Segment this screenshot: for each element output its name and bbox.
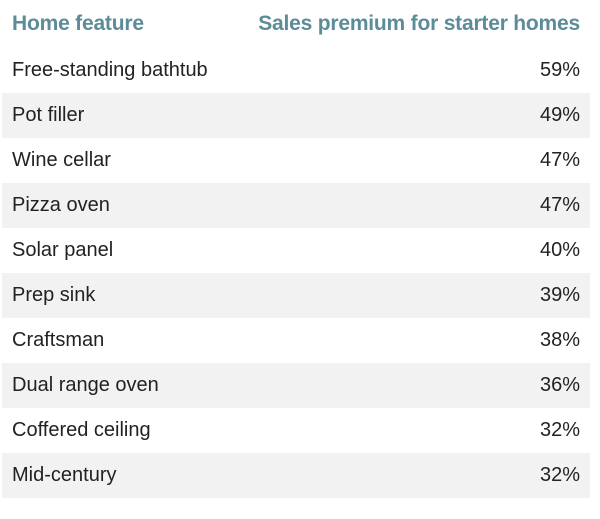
table-row: Solar panel 40% [2,228,590,273]
feature-name-cell: Dual range oven [12,374,159,396]
premium-value-cell: 32% [539,464,580,486]
premium-value-cell: 59% [539,59,580,81]
header-home-feature: Home feature [12,12,144,35]
premium-value-cell: 38% [539,329,580,351]
feature-name-cell: Mid-century [12,464,117,486]
table-body: Free-standing bathtub 59% Pot filler 49% Win… [2,48,590,498]
premium-value-cell: 47% [539,194,580,216]
premium-value-cell: 36% [539,374,580,396]
premium-value-cell: 47% [539,149,580,171]
premium-value-cell: 40% [539,239,580,261]
feature-name-cell: Prep sink [12,284,96,306]
premium-value-cell: 39% [539,284,580,306]
table-row: Prep sink 39% [2,273,590,318]
table-row: Mid-century 32% [2,453,590,498]
feature-name-cell: Free-standing bathtub [12,59,208,81]
feature-name-cell: Pizza oven [12,194,110,216]
header-sales-premium: Sales premium for starter homes [258,12,580,35]
feature-name-cell: Coffered ceiling [12,419,151,441]
table-row: Free-standing bathtub 59% [2,48,590,93]
table-row: Wine cellar 47% [2,138,590,183]
feature-name-cell: Craftsman [12,329,105,351]
feature-name-cell: Wine cellar [12,149,111,171]
table-row: Dual range oven 36% [2,363,590,408]
table-header: Home feature Sales premium for starter h… [2,0,590,48]
table-row: Craftsman 38% [2,318,590,363]
feature-name-cell: Pot filler [12,104,85,126]
premium-value-cell: 49% [539,104,580,126]
table-row: Coffered ceiling 32% [2,408,590,453]
table-row: Pizza oven 47% [2,183,590,228]
table-row: Pot filler 49% [2,93,590,138]
feature-name-cell: Solar panel [12,239,114,261]
premium-value-cell: 32% [539,419,580,441]
